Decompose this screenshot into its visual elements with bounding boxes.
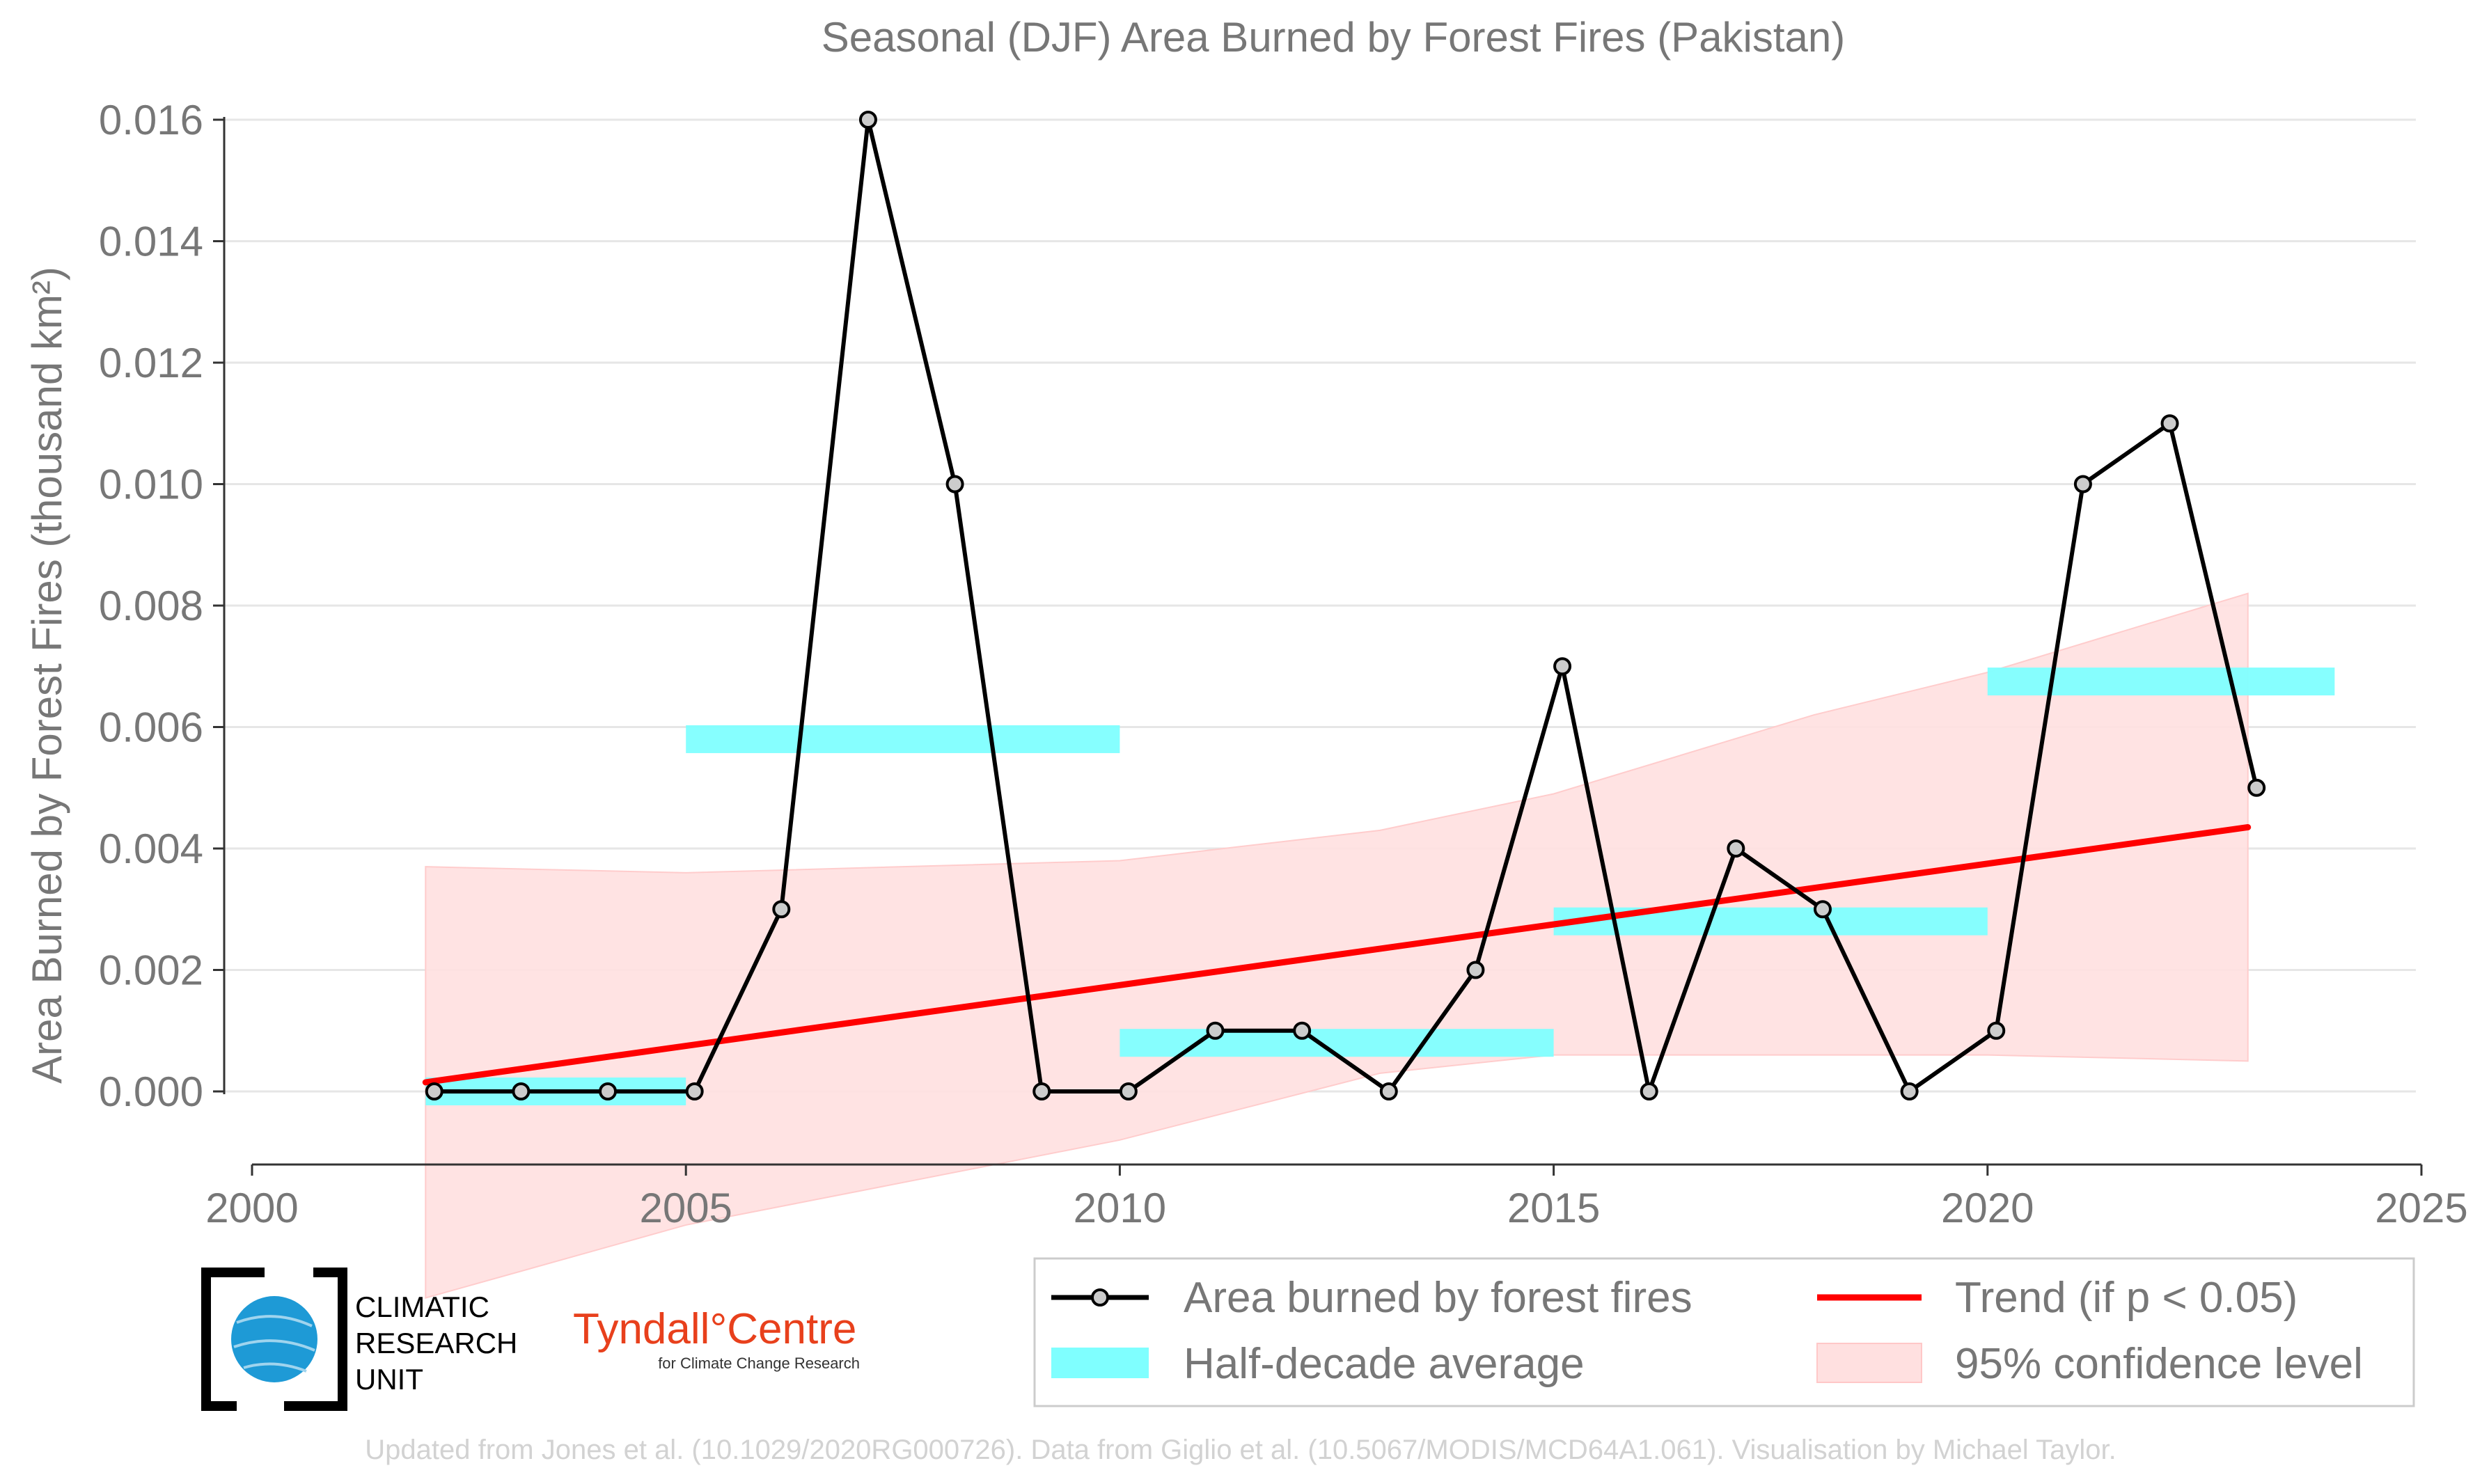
half-decade-bar [686,725,1120,753]
legend-swatch-confidence [1816,1343,1922,1383]
legend-box [1033,1257,2415,1407]
data-point [1900,1082,1919,1100]
x-tick-labels: 2000 2005 2010 2015 2020 2025 [205,1185,2467,1231]
data-point [772,900,791,919]
legend-swatch-half-decade [1051,1348,1149,1378]
area-burned-series [425,111,2266,1100]
data-point [425,1082,443,1100]
data-point [945,475,964,494]
tyndall-title: Tyndall°Centre [573,1305,856,1353]
data-point [1293,1021,1312,1040]
x-tick-label: 2010 [1074,1185,1166,1231]
legend-marker-area-burned [1091,1288,1109,1307]
cru-text-line-2: RESEARCH [355,1327,517,1359]
y-axis-label: Area Burned by Forest Fires (thousand km… [24,267,70,1084]
legend-label-area-burned: Area burned by forest fires [1184,1274,1692,1322]
y-tick-label: 0.010 [99,461,203,508]
y-tick-label: 0.004 [99,826,203,872]
data-point [1640,1082,1658,1100]
data-point [1466,961,1485,979]
tyndall-subtitle: for Climate Change Research [658,1355,860,1372]
data-point [685,1082,704,1100]
globe-lines [233,1315,315,1373]
confidence-band-area [425,592,2249,1299]
chart-title: Seasonal (DJF) Area Burned by Forest Fir… [822,14,1846,61]
data-point [1813,900,1832,919]
x-tick-label: 2015 [1507,1185,1600,1231]
trend-line [422,823,2252,1086]
cru-text-line-3: UNIT [355,1363,423,1396]
y-tick-label: 0.014 [99,219,203,265]
x-tick-label: 2025 [2375,1185,2467,1231]
data-point [858,111,877,129]
series-line [434,118,2259,1094]
y-tick-label: 0.002 [99,947,203,994]
data-point [1206,1021,1225,1040]
y-tick-labels: 0.000 0.002 0.004 0.006 0.008 0.010 0.012 0.014… [99,97,203,1115]
y-tick-label: 0.016 [99,97,203,143]
data-point [512,1082,531,1100]
cru-text-line-1: CLIMATIC [355,1290,489,1323]
data-point [1987,1021,2006,1040]
half-decade-bar [1987,668,2335,696]
legend-label-trend: Trend (if p < 0.05) [1955,1274,2298,1322]
data-point [1379,1082,1398,1100]
x-tick-label: 2000 [205,1185,298,1231]
legend-label-confidence: 95% confidence level [1955,1340,2363,1388]
trend-line-stroke [422,823,2252,1086]
data-point [2160,414,2179,433]
data-point [2247,778,2266,797]
cru-bracket-left [201,1268,265,1411]
data-point [1119,1082,1138,1100]
legend-label-half-decade: Half-decade average [1184,1340,1585,1388]
cru-logo: CLIMATIC RESEARCH UNIT [201,1268,517,1411]
y-tick-label: 0.008 [99,583,203,629]
data-point [1032,1082,1051,1100]
axes [213,117,2423,1176]
x-tick-label: 2020 [1941,1185,2034,1231]
y-tick-label: 0.006 [99,704,203,751]
confidence-band [425,592,2249,1299]
data-point [1553,657,1572,676]
y-tick-label: 0.000 [99,1068,203,1115]
half-decade-bar [1120,1029,1554,1057]
data-point [599,1082,618,1100]
data-point [1727,839,1745,858]
tyndall-logo: Tyndall°Centre for Climate Change Resear… [573,1305,860,1372]
x-tick-label: 2005 [639,1185,732,1231]
cru-bracket-right [284,1268,347,1411]
legend: Area burned by forest fires Trend (if p … [1033,1257,2415,1407]
credit-text: Updated from Jones et al. (10.1029/2020R… [365,1435,2116,1465]
data-point [2073,475,2092,494]
half-decade-bar [1553,907,1988,936]
y-tick-label: 0.012 [99,340,203,386]
